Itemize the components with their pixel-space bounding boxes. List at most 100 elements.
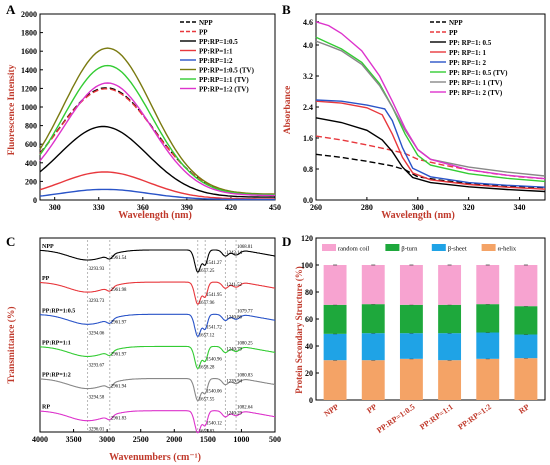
- panel-c-frame: [39, 237, 276, 433]
- panel-c-peak-label: 2961.54: [111, 256, 127, 261]
- panel-b-xtick-label: 300: [412, 203, 424, 212]
- panel-d-ylabel: Protein Secondary Structure (%): [294, 266, 304, 393]
- panel-d-legend-swatch: [481, 244, 496, 251]
- panel-b-series-line: [315, 100, 546, 190]
- panel-letter-c: C: [6, 234, 15, 249]
- panel-d-bar-segment: [438, 360, 462, 400]
- panel-a-ytick-label: 400: [25, 159, 37, 168]
- panel-b-legend-label: PP: RP=1: 0.5 (TV): [449, 69, 508, 77]
- panel-c-peak-label: 2961.97: [111, 320, 127, 325]
- panel-c-peak-label: 1540.06: [206, 390, 222, 395]
- panel-c-peak-label: 1657.12: [199, 333, 215, 338]
- panel-b-legend-label: PP: RP=1: 1 (TV): [449, 79, 503, 87]
- panel-a-xtick-label: 420: [225, 203, 237, 212]
- panel-b-series-line: [315, 36, 546, 183]
- panel-a-series-line: [39, 64, 275, 196]
- panel-c-xtick-label: 3500: [66, 435, 82, 444]
- panel-a-legend-label: PP:RP=1:0.5 (TV): [199, 67, 255, 75]
- panel-d-bar-segment: [438, 304, 462, 334]
- panel-c-peak-label: 1240.79: [226, 347, 242, 352]
- panel-c-peak-label: 3293.93: [89, 267, 105, 272]
- panel-b-xlabel: Wavelength (nm): [381, 210, 455, 221]
- panel-b-series-line: [315, 153, 546, 189]
- panel-a-series-line: [39, 125, 275, 198]
- panel-a-ytick-label: 1600: [21, 47, 37, 56]
- panel-a-xtick-label: 390: [181, 203, 193, 212]
- panel-d-category-label: PP:RP=1:1: [418, 402, 455, 431]
- panel-c-xtick-label: 1500: [200, 435, 216, 444]
- panel-a-ytick-label: 2000: [21, 10, 37, 19]
- panel-a-xtick-label: 360: [137, 203, 149, 212]
- panel-d-bar-segment: [476, 332, 500, 359]
- panel-a-xlabel: Wavelength (nm): [118, 210, 192, 221]
- panel-a-legend-label: PP:RP=1:0.5: [199, 38, 238, 46]
- panel-d-ytick-label: 60: [305, 315, 313, 324]
- panel-a-xtick-label: 330: [93, 203, 105, 212]
- panel-d-bar-segment: [399, 333, 423, 359]
- panel-b-xtick-label: 320: [463, 203, 475, 212]
- panel-d-category-label: PP:RP=1:0.5: [375, 402, 416, 435]
- panel-c-peak-label: 1540.96: [206, 357, 222, 362]
- panel-a-legend-label: NPP: [199, 19, 213, 27]
- panel-c-peak-label: 1080.83: [237, 374, 253, 379]
- panel-b-ytick-label: 4.6: [303, 18, 313, 27]
- panel-b-legend-label: PP: [449, 29, 458, 37]
- panel-d-category-label: RP: [517, 402, 531, 416]
- panel-letter-b: B: [282, 2, 291, 17]
- panel-c-peak-label: 3294.06: [89, 331, 105, 336]
- panel-d-ytick-label: 80: [305, 288, 313, 297]
- panel-c-series-label: PP:RP=1:1: [42, 340, 71, 346]
- panel-c-series-line: [40, 249, 276, 273]
- panel-a-ytick-label: 800: [25, 122, 37, 131]
- panel-c-series-label: PP: [42, 276, 50, 282]
- panel-a-legend-label: PP:RP=1:2 (TV): [199, 86, 249, 94]
- panel-c-series-line: [40, 378, 276, 402]
- panel-c-xtick-label: 4000: [32, 435, 48, 444]
- panel-a-legend-label: PP:RP=1:1: [199, 48, 233, 56]
- panel-d-bar-segment: [514, 334, 538, 359]
- panel-d-bar-segment: [514, 358, 538, 400]
- panel-d-bar-segment: [361, 360, 385, 400]
- panel-d-bar-segment: [323, 333, 347, 361]
- panel-b-ytick-label: 4.0: [303, 41, 313, 50]
- panel-c-xtick-label: 1000: [233, 435, 249, 444]
- panel-c-xtick-label: 2500: [133, 435, 149, 444]
- panel-c-xlabel: Wavenumbers (cm⁻¹): [109, 452, 201, 463]
- panel-c-ylabel: Transmittance (%): [6, 306, 17, 383]
- panel-b-xtick-label: 260: [310, 203, 322, 212]
- panel-d-bar-segment: [399, 304, 423, 334]
- panel-b-ytick-label: 1.6: [303, 134, 313, 143]
- panel-c-peak-label: 3294.58: [89, 396, 105, 401]
- panel-b-ytick-label: 0.0: [303, 196, 313, 205]
- panel-a-ytick-label: 200: [25, 177, 37, 186]
- panel-a-legend-label: PP: [199, 29, 208, 37]
- panel-b-series-line: [315, 40, 546, 177]
- panel-d-ytick-label: 120: [301, 234, 313, 243]
- panel-c-xtick-label: 500: [269, 435, 281, 444]
- panel-d-bar-segment: [514, 306, 538, 335]
- panel-b-legend-label: PP: RP=1: 2 (TV): [449, 89, 503, 97]
- panel-c-series-line: [39, 345, 276, 370]
- panel-c-peak-label: 2961.83: [111, 417, 127, 422]
- panel-b-series-line: [315, 99, 546, 188]
- panel-b-legend-label: NPP: [449, 19, 463, 27]
- panel-a-series-line: [39, 82, 275, 197]
- panel-c-peak-label: 2961.94: [111, 385, 127, 390]
- panel-d-legend-label: β-sheet: [448, 246, 467, 253]
- panel-a-ylabel: Fluorescence Intensity: [7, 64, 17, 155]
- panel-d-bar-segment: [323, 360, 347, 400]
- panel-d-bar-segment: [514, 265, 538, 307]
- panel-letter-d: D: [282, 234, 291, 249]
- panel-d-legend-swatch: [322, 244, 336, 251]
- panel-c-peak-label: 1242.14: [226, 251, 242, 256]
- panel-a-legend-label: PP:RP=1:2: [199, 57, 233, 65]
- panel-d-bar-segment: [399, 358, 423, 400]
- panel-a-legend-label: PP:RP=1:1 (TV): [199, 76, 249, 84]
- panel-c-peak-label: 1541.72: [206, 325, 222, 330]
- panel-c-peak-label: 1541.95: [206, 293, 222, 298]
- panel-d-bar-segment: [476, 265, 500, 305]
- panel-c-series-label: RP: [42, 405, 50, 411]
- panel-b-ytick-label: 2.4: [303, 103, 313, 112]
- panel-b-legend-label: PP: RP=1: 0.5: [449, 39, 492, 47]
- panel-b-legend-label: PP: RP=1: 1: [449, 49, 487, 57]
